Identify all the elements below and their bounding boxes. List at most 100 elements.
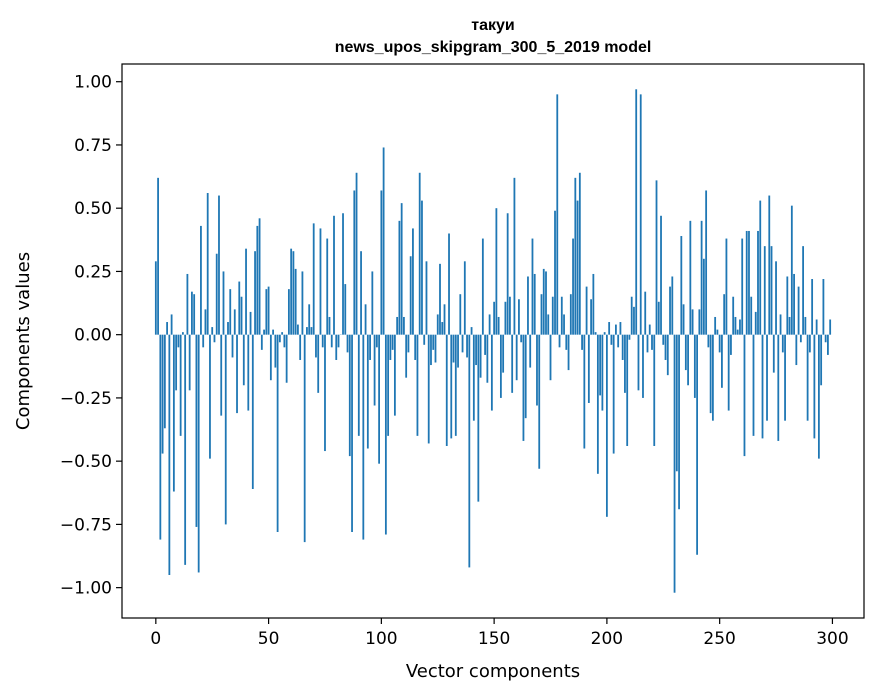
bar xyxy=(497,316,500,335)
bar xyxy=(454,334,457,436)
bar xyxy=(263,329,265,335)
bar xyxy=(651,334,653,350)
bar xyxy=(229,289,232,335)
bar xyxy=(678,334,680,510)
x-tick-label: 100 xyxy=(365,629,397,649)
bar xyxy=(506,213,509,335)
bar xyxy=(432,334,435,350)
bar xyxy=(581,334,583,350)
bar xyxy=(333,215,335,335)
bar xyxy=(502,334,505,373)
bar xyxy=(781,334,784,353)
bar xyxy=(441,322,444,335)
bar xyxy=(425,261,428,335)
bar xyxy=(617,334,620,348)
bar xyxy=(278,334,281,343)
bar xyxy=(335,334,338,360)
bar xyxy=(671,276,674,335)
bar xyxy=(423,334,426,345)
bar xyxy=(351,334,353,532)
bar xyxy=(567,334,570,371)
bar xyxy=(283,334,286,348)
bar xyxy=(409,256,412,335)
bar xyxy=(218,195,220,335)
bar xyxy=(569,294,572,335)
bar xyxy=(184,334,187,565)
bar xyxy=(711,334,714,421)
bar xyxy=(757,230,759,335)
bar xyxy=(619,322,622,335)
bar xyxy=(470,327,473,335)
bar xyxy=(702,258,705,335)
bar xyxy=(822,279,825,335)
bar xyxy=(763,246,766,335)
bar xyxy=(817,334,820,459)
bar xyxy=(538,334,541,469)
bar xyxy=(531,238,534,335)
bar xyxy=(159,334,162,540)
bar xyxy=(452,334,455,363)
bar xyxy=(775,261,777,335)
bar xyxy=(696,334,698,555)
bar xyxy=(786,276,789,335)
bar xyxy=(806,334,809,421)
chart-subtitle: news_upos_skipgram_300_5_2019 model xyxy=(335,39,652,56)
y-axis-label: Components values xyxy=(13,252,34,430)
bar xyxy=(829,319,832,335)
bar xyxy=(642,334,644,398)
bar xyxy=(707,334,710,348)
bar xyxy=(285,334,288,383)
bar xyxy=(725,238,728,335)
y-axis-ticks: 1.00 0.75 0.50 0.25 0.00 −0.25 −0.50 −0.75 −1.00 xyxy=(60,73,122,599)
bar xyxy=(628,334,631,340)
bar xyxy=(321,334,324,348)
bar xyxy=(547,314,550,335)
bar xyxy=(236,334,238,414)
bar xyxy=(326,238,329,335)
bar xyxy=(518,299,520,335)
bar xyxy=(157,177,159,335)
bar xyxy=(633,306,635,335)
bar xyxy=(344,284,347,335)
bar xyxy=(820,334,823,386)
bar xyxy=(655,180,658,335)
bar xyxy=(481,238,484,335)
bar xyxy=(635,89,638,335)
bar xyxy=(583,334,586,449)
bar xyxy=(572,238,574,335)
bar xyxy=(714,316,717,335)
bar xyxy=(209,334,211,459)
bar xyxy=(175,334,178,391)
bar xyxy=(788,316,791,335)
bar xyxy=(815,319,818,335)
y-tick-label: −1.00 xyxy=(60,579,112,599)
bar xyxy=(772,334,775,373)
y-tick-label: −0.75 xyxy=(60,515,112,535)
bar xyxy=(265,289,268,335)
bar xyxy=(664,334,667,360)
bar xyxy=(400,203,403,335)
bar xyxy=(427,334,430,444)
bar xyxy=(430,334,432,366)
bar xyxy=(281,332,284,335)
bar xyxy=(509,296,511,335)
y-tick-label: 0.25 xyxy=(74,262,112,282)
bar xyxy=(308,304,311,335)
bar xyxy=(748,230,750,335)
bar xyxy=(754,311,757,335)
bar xyxy=(405,334,408,378)
bar xyxy=(741,238,744,335)
bar xyxy=(576,200,579,335)
bar xyxy=(540,294,543,335)
bar xyxy=(777,334,780,441)
x-tick-label: 300 xyxy=(816,629,848,649)
bar xyxy=(378,334,380,464)
bars-group xyxy=(154,89,832,593)
bar xyxy=(682,304,685,335)
bar xyxy=(292,251,295,335)
bar xyxy=(646,334,649,353)
bar xyxy=(827,334,829,355)
bar xyxy=(590,299,592,335)
bar xyxy=(626,334,629,446)
